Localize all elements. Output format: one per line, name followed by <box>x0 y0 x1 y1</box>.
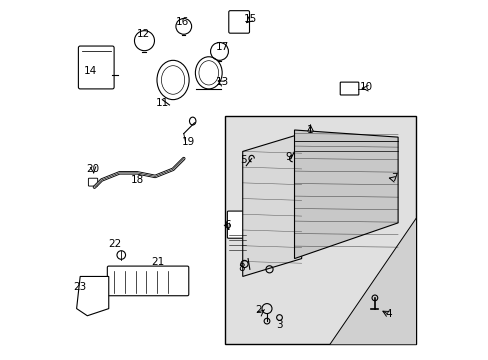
Text: 6: 6 <box>224 220 230 230</box>
Text: 16: 16 <box>175 17 188 27</box>
Text: 9: 9 <box>285 152 292 162</box>
Text: 22: 22 <box>108 239 122 249</box>
Text: 23: 23 <box>73 282 87 292</box>
Polygon shape <box>294 130 397 258</box>
Polygon shape <box>77 276 108 316</box>
Text: 20: 20 <box>86 163 99 174</box>
Text: 19: 19 <box>182 138 195 148</box>
Text: 10: 10 <box>359 82 372 92</box>
Text: 1: 1 <box>306 125 313 135</box>
Text: 21: 21 <box>151 257 164 267</box>
Polygon shape <box>329 219 415 344</box>
Text: 4: 4 <box>385 309 392 319</box>
FancyBboxPatch shape <box>224 116 415 344</box>
Text: 18: 18 <box>130 175 143 185</box>
FancyBboxPatch shape <box>228 11 249 33</box>
FancyBboxPatch shape <box>227 211 247 238</box>
Text: 12: 12 <box>137 28 150 39</box>
Text: 3: 3 <box>275 320 282 330</box>
Text: 17: 17 <box>215 42 228 52</box>
FancyBboxPatch shape <box>107 266 188 296</box>
Text: 5: 5 <box>240 156 246 165</box>
Text: 14: 14 <box>83 66 97 76</box>
Text: 11: 11 <box>155 98 169 108</box>
Text: 7: 7 <box>390 173 397 183</box>
Text: 2: 2 <box>254 305 261 315</box>
Text: 8: 8 <box>238 262 245 273</box>
FancyBboxPatch shape <box>340 82 358 95</box>
FancyBboxPatch shape <box>78 46 114 89</box>
Polygon shape <box>242 134 301 276</box>
FancyBboxPatch shape <box>88 178 98 186</box>
Text: 15: 15 <box>244 14 257 24</box>
Text: 13: 13 <box>215 77 228 87</box>
